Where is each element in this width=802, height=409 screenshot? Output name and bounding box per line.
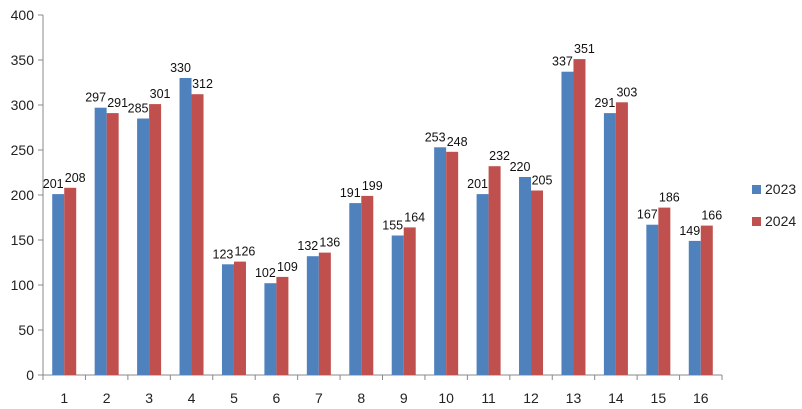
x-tick-label: 6 bbox=[273, 390, 281, 406]
data-label-2024-3: 301 bbox=[150, 87, 171, 101]
bar-2023-9 bbox=[391, 235, 404, 375]
y-tick-label: 250 bbox=[11, 142, 35, 158]
bar-2024-5 bbox=[233, 261, 246, 375]
y-tick-label: 150 bbox=[11, 232, 35, 248]
x-tick-label: 16 bbox=[693, 390, 709, 406]
data-label-2024-8: 199 bbox=[362, 179, 383, 193]
legend-swatch-2023 bbox=[752, 185, 761, 194]
bar-2023-12 bbox=[519, 177, 532, 375]
y-tick-label: 300 bbox=[11, 97, 35, 113]
data-label-2023-6: 102 bbox=[255, 266, 276, 280]
bar-2023-1 bbox=[52, 194, 65, 375]
bar-2024-7 bbox=[318, 252, 331, 375]
y-tick-label: 100 bbox=[11, 277, 35, 293]
y-tick-label: 350 bbox=[11, 52, 35, 68]
bar-2023-11 bbox=[476, 194, 489, 375]
data-label-2023-2: 297 bbox=[85, 91, 106, 105]
bar-2024-14 bbox=[615, 102, 628, 376]
bar-2024-8 bbox=[361, 195, 374, 375]
y-tick-label: 0 bbox=[26, 367, 34, 383]
data-label-2024-1: 208 bbox=[65, 171, 86, 185]
x-tick-label: 5 bbox=[230, 390, 238, 406]
data-label-2024-2: 291 bbox=[107, 96, 128, 110]
bar-2023-7 bbox=[306, 256, 319, 375]
data-label-2023-12: 220 bbox=[510, 160, 531, 174]
bar-2024-4 bbox=[191, 94, 204, 375]
data-label-2023-1: 201 bbox=[43, 177, 64, 191]
x-tick-label: 10 bbox=[438, 390, 454, 406]
x-tick-label: 3 bbox=[145, 390, 153, 406]
legend: 2023 2024 bbox=[752, 181, 796, 229]
bar-2023-13 bbox=[561, 71, 574, 375]
bar-2023-5 bbox=[221, 264, 234, 375]
x-tick-label: 2 bbox=[103, 390, 111, 406]
x-tick-label: 12 bbox=[523, 390, 539, 406]
data-label-2024-6: 109 bbox=[277, 260, 298, 274]
x-tick-label: 7 bbox=[315, 390, 323, 406]
x-tick-label: 8 bbox=[357, 390, 365, 406]
bar-2024-2 bbox=[106, 113, 119, 375]
legend-swatch-2024 bbox=[752, 217, 761, 226]
x-tick-label: 13 bbox=[566, 390, 582, 406]
bar-2024-1 bbox=[64, 187, 77, 375]
data-label-2023-14: 291 bbox=[594, 96, 615, 110]
data-label-2023-11: 201 bbox=[467, 177, 488, 191]
data-label-2024-9: 164 bbox=[404, 210, 425, 224]
bar-2023-16 bbox=[688, 240, 701, 375]
bar-2023-4 bbox=[179, 78, 192, 375]
y-tick-label: 400 bbox=[11, 7, 35, 23]
x-tick-label: 11 bbox=[481, 390, 496, 406]
bar-2023-14 bbox=[603, 113, 616, 375]
data-label-2024-12: 205 bbox=[532, 174, 553, 188]
data-label-2023-15: 167 bbox=[637, 208, 658, 222]
bars bbox=[52, 59, 713, 376]
bar-2024-10 bbox=[446, 151, 459, 375]
bar-2024-13 bbox=[573, 59, 586, 375]
y-tick-label: 50 bbox=[18, 322, 34, 338]
bar-2024-9 bbox=[403, 227, 416, 375]
x-tick-label: 9 bbox=[400, 390, 408, 406]
x-tick-label: 1 bbox=[60, 390, 68, 406]
data-label-2024-16: 166 bbox=[701, 209, 722, 223]
data-label-2023-3: 285 bbox=[128, 102, 149, 116]
data-label-2023-4: 330 bbox=[170, 61, 191, 75]
bar-2023-2 bbox=[94, 107, 107, 375]
data-label-2024-13: 351 bbox=[574, 42, 595, 56]
data-label-2024-14: 303 bbox=[616, 85, 637, 99]
bar-2023-3 bbox=[137, 118, 150, 375]
bar-2024-16 bbox=[700, 225, 713, 375]
data-label-2023-7: 132 bbox=[297, 239, 318, 253]
data-label-2023-10: 253 bbox=[425, 130, 446, 144]
data-label-2024-5: 126 bbox=[235, 245, 256, 259]
bar-2024-3 bbox=[149, 104, 162, 375]
y-tick-label: 200 bbox=[11, 187, 35, 203]
data-label-2023-16: 149 bbox=[679, 224, 700, 238]
data-label-2024-15: 186 bbox=[659, 191, 680, 205]
data-label-2023-8: 191 bbox=[340, 186, 361, 200]
x-tick-label: 4 bbox=[188, 390, 196, 406]
bar-2024-6 bbox=[276, 276, 289, 375]
bar-2023-15 bbox=[646, 224, 659, 375]
data-label-2024-11: 232 bbox=[489, 149, 510, 163]
legend-label-2024: 2024 bbox=[765, 213, 796, 229]
bar-2024-15 bbox=[658, 207, 671, 375]
x-tick-label: 14 bbox=[608, 390, 624, 406]
x-tick-label: 15 bbox=[651, 390, 667, 406]
bar-2024-12 bbox=[531, 190, 544, 375]
data-label-2023-5: 123 bbox=[213, 247, 234, 261]
bar-2023-6 bbox=[264, 283, 277, 375]
data-label-2024-4: 312 bbox=[192, 77, 213, 91]
bar-2024-11 bbox=[488, 166, 501, 375]
legend-label-2023: 2023 bbox=[765, 181, 796, 197]
data-label-2023-9: 155 bbox=[382, 219, 403, 233]
data-label-2024-7: 136 bbox=[319, 236, 340, 250]
data-label-2024-10: 248 bbox=[447, 135, 468, 149]
data-label-2023-13: 337 bbox=[552, 55, 573, 69]
bar-2023-8 bbox=[349, 203, 362, 375]
bar-2023-10 bbox=[434, 147, 447, 375]
